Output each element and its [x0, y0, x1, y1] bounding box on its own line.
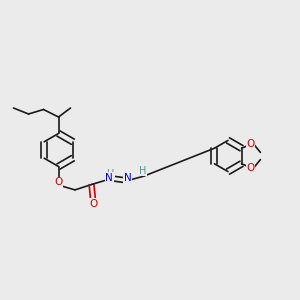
Text: O: O — [246, 139, 255, 149]
Text: N: N — [105, 172, 113, 183]
Text: N: N — [124, 173, 132, 184]
Text: H: H — [139, 166, 146, 176]
Text: O: O — [54, 177, 63, 188]
Text: O: O — [246, 163, 255, 173]
Text: H: H — [107, 169, 115, 179]
Text: O: O — [89, 199, 97, 209]
